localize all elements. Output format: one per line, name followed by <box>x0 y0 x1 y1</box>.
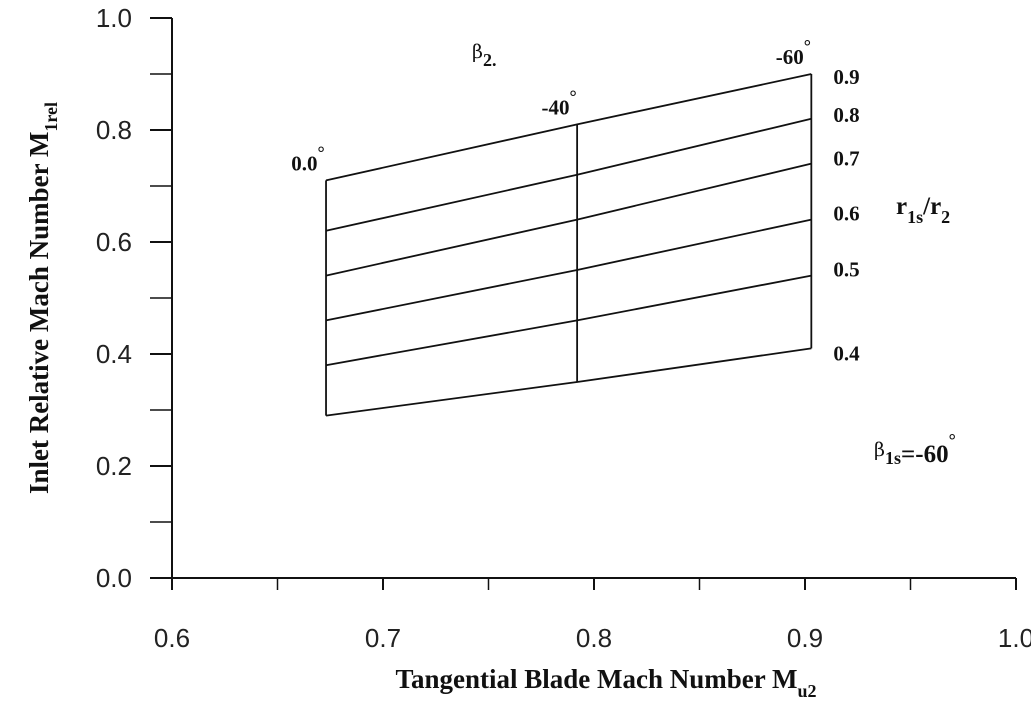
series-label-0.9: 0.9 <box>833 65 859 89</box>
axis-ticks <box>150 17 1017 590</box>
series-parameter-label: r1s/r2 <box>896 193 950 227</box>
beta2-symbol: β <box>472 41 483 63</box>
r-sub: 1s <box>907 207 923 227</box>
beta1s-text: =-60 <box>901 441 949 468</box>
tick-labels: 0.6 0.7 0.8 0.9 1.0 0.0 0.2 0.4 0.6 0.8 1.0 <box>96 3 1031 653</box>
beta1s-symbol: β <box>874 439 885 461</box>
series-labels: 0.9 0.8 0.7 0.6 0.5 0.4 <box>833 65 860 365</box>
series-line-0.8 <box>325 117 812 232</box>
y-tick-label: 0.8 <box>96 115 132 145</box>
x-tick-label: 0.6 <box>154 623 190 653</box>
y-tick-label: 0.4 <box>96 339 132 369</box>
series-label-0.4: 0.4 <box>833 341 860 365</box>
y-axis-title: Inlet Relative Mach Number M1rel <box>24 102 61 494</box>
series-label-0.5: 0.5 <box>833 258 859 282</box>
y-axis-title-sub: 1rel <box>41 102 61 132</box>
beta2-label-2: -60° <box>776 36 811 69</box>
series-line-0.7 <box>325 162 812 277</box>
r-symbol: r <box>896 193 907 220</box>
y-tick-label: 0.6 <box>96 227 132 257</box>
beta1s-degree: ° <box>949 430 956 450</box>
series-line-0.5 <box>325 274 812 367</box>
beta2-parameter-label: β2. <box>472 41 496 70</box>
y-axis-title-main: Inlet Relative Mach Number M <box>24 132 54 494</box>
beta2-label-value: 0.0 <box>291 151 317 175</box>
r-sub2: 2 <box>941 207 950 227</box>
x-axis-title: Tangential Blade Mach Number Mu2 <box>395 664 816 701</box>
y-tick-label: 0.2 <box>96 451 132 481</box>
x-tick-label: 0.7 <box>365 623 401 653</box>
x-axis-title-sub: u2 <box>798 681 817 701</box>
beta2-label-degree: ° <box>570 86 577 106</box>
y-tick-label: 0.0 <box>96 563 132 593</box>
beta1s-annotation: β1s=-60° <box>874 430 956 468</box>
beta2-labels: 0.0°-40°-60° <box>291 36 811 175</box>
beta2-label-1: -40° <box>542 86 577 119</box>
y-tick-label: 1.0 <box>96 3 132 33</box>
beta2-sub: 2. <box>483 50 497 70</box>
x-axis-title-main: Tangential Blade Mach Number M <box>395 664 797 694</box>
beta2-label-degree: ° <box>804 36 811 56</box>
beta2-label-degree: ° <box>318 142 325 162</box>
r-mid: /r <box>922 193 941 220</box>
beta2-label-value: -40 <box>542 95 570 119</box>
series-lines <box>325 73 812 417</box>
x-tick-label: 0.9 <box>787 623 823 653</box>
series-label-0.8: 0.8 <box>833 103 859 127</box>
x-tick-label: 0.8 <box>576 623 612 653</box>
beta1s-sub: 1s <box>885 448 901 468</box>
x-tick-label: 1.0 <box>998 623 1031 653</box>
series-line-0.4 <box>325 347 812 417</box>
series-label-0.7: 0.7 <box>833 147 859 171</box>
beta2-label-value: -60 <box>776 45 804 69</box>
series-line-0.6 <box>325 218 812 322</box>
series-label-0.6: 0.6 <box>833 202 859 226</box>
beta2-label-0: 0.0° <box>291 142 324 175</box>
beta2-lines <box>325 74 813 416</box>
